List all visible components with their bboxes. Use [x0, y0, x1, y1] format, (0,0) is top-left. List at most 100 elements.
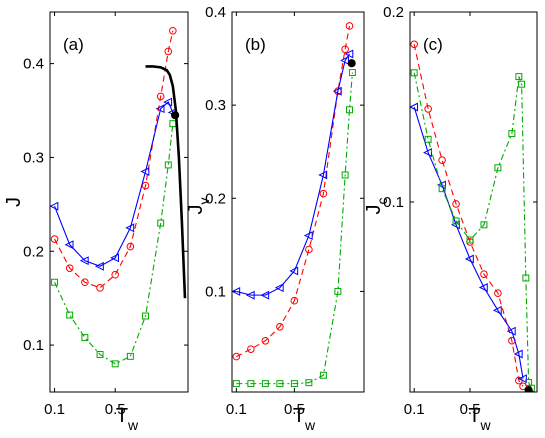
chart-1-series-3-point-2	[66, 311, 74, 319]
chart-2-series-1-point-6	[305, 245, 313, 254]
chart-1-y-tick-label-1: 0.1	[23, 337, 44, 354]
chart-3-series-3-point-10	[518, 80, 526, 88]
chart-3-series-2-point-6	[478, 283, 488, 292]
chart-3-series-2-point-8	[506, 326, 516, 336]
chart-2-series-2-point-3	[260, 290, 270, 300]
chart-3-plot-area	[410, 40, 535, 392]
chart-3-y-tick-label-1: 0.1	[383, 194, 404, 211]
chart-1-series-3-point-8	[157, 219, 165, 227]
chart-1-series-3-point-10	[169, 120, 177, 128]
chart-1-x-axis-label: Tw	[116, 405, 139, 433]
chart-2-series-3-point-8	[334, 287, 342, 295]
chart-3-series-3-point-8	[508, 130, 516, 138]
chart-2-series-3-point-5	[290, 380, 298, 388]
chart-3-series-3-point-2	[424, 135, 432, 143]
chart-3-series-2-point-2	[423, 148, 432, 158]
chart-1-y-tick-label-3: 0.3	[23, 149, 44, 166]
chart-2-series-2-point-4	[274, 283, 284, 293]
chart-2-series-3-point-10	[346, 106, 353, 114]
chart-1-series-1-point-4	[96, 284, 104, 292]
chart-3-series-2-point-10	[517, 374, 527, 384]
chart-3-series-2-point-7	[492, 305, 502, 315]
chart-1-series-1-point-1	[50, 235, 59, 243]
chart-3-x-tick-label-2: 0.5	[460, 401, 481, 418]
chart-2-series-3-point-4	[276, 380, 284, 388]
chart-2-x-tick-label-1: 0.1	[226, 401, 247, 418]
chart-2-highlight-point-1	[347, 59, 356, 68]
chart-3-axes-frame	[409, 11, 538, 393]
chart-2-series-1-point-9	[341, 45, 349, 54]
chart-2-series-1-point-10	[345, 22, 354, 30]
chart-1-series-1-point-10	[169, 26, 177, 35]
chart-1-x-tick-label-1: 0.1	[44, 401, 65, 418]
chart-3-series-2-point-9	[513, 349, 523, 359]
chart-2-plot-area	[232, 22, 356, 388]
chart-3-series-1-point-6	[480, 270, 488, 279]
chart-2-series-2-point-6	[303, 231, 313, 240]
chart-3-series-3-point-6	[480, 221, 488, 229]
chart-2-y-tick-label-3: 0.3	[205, 97, 226, 114]
chart-3-series-1-line	[413, 44, 524, 387]
chart-1-panel-label: (a)	[63, 35, 84, 54]
chart-3-series-2-line	[413, 106, 524, 379]
chart-1: 0.1 0.5 0.1 0.2 0.3 0.4 (a) Tw J	[3, 11, 189, 433]
chart-2-y-tick-label-1: 0.1	[205, 283, 226, 300]
chart-1-series-1-point-5	[111, 270, 120, 279]
chart-2-x-tick-label-2: 0.5	[284, 401, 305, 418]
chart-1-y-axis-label: J	[3, 197, 25, 207]
chart-3-series-1-point-1	[410, 40, 418, 49]
chart-2-series-1-point-4	[276, 323, 284, 331]
chart-2-series-2-point-9	[340, 55, 349, 65]
chart-1-highlight-point-1	[171, 111, 180, 120]
chart-3-series-1-point-3	[438, 156, 446, 164]
chart-1-y-tick-label-4: 0.4	[23, 56, 44, 73]
chart-3-series-2-point-5	[464, 254, 474, 264]
chart-2-series-1-point-7	[319, 189, 328, 198]
chart-3-x-tick-label-1: 0.1	[404, 401, 425, 418]
chart-2-series-2-point-8	[332, 86, 342, 96]
chart-1-x-tick-label-2: 0.5	[105, 401, 126, 418]
chart-3-series-1-point-2	[424, 105, 432, 113]
chart-2-series-2-point-7	[318, 170, 328, 180]
chart-1-series-2-point-3	[79, 256, 89, 266]
chart-3-series-3-point-1	[410, 69, 418, 77]
chart-1-series-2-point-9	[163, 97, 173, 107]
chart-3-series-1-point-10	[519, 382, 527, 391]
chart-2-series-3-point-3	[261, 380, 269, 388]
chart-1-series-3-point-9	[164, 161, 172, 169]
chart-1-series-1-point-6	[126, 242, 135, 251]
chart-3-series-1-point-7	[494, 289, 502, 298]
chart-1-series-1-point-3	[81, 278, 89, 287]
chart-3-series-3-point-5	[466, 236, 474, 244]
chart-2-panel-label: (b)	[245, 35, 266, 54]
chart-3-y-axis-label: Jc	[363, 198, 390, 215]
chart-1-y-tick-label-2: 0.2	[23, 243, 44, 260]
chart-3-series-2-point-1	[410, 102, 418, 112]
chart-3-series-3-line	[413, 72, 532, 389]
chart-3-highlight-point-1	[524, 386, 533, 392]
chart-1-series-1-line	[54, 30, 174, 289]
chart-1-series-2-point-6	[125, 223, 135, 233]
chart-3-series-3-point-11	[522, 274, 530, 282]
chart-1-series-3-point-1	[51, 278, 59, 286]
chart-1-series-3-point-6	[126, 352, 134, 360]
chart-2-y-tick-label-4: 0.4	[205, 4, 226, 21]
chart-1-axes-frame	[49, 11, 189, 393]
chart-3-panel-label: (c)	[423, 35, 443, 54]
chart-1-series-2-point-1	[50, 201, 59, 211]
chart-2-series-3-point-9	[341, 171, 349, 179]
chart-2-series-1-line	[236, 25, 351, 358]
chart-2-series-2-point-10	[344, 49, 354, 59]
chart-1-series-3-point-3	[81, 334, 89, 342]
chart-2-series-3-point-7	[319, 371, 327, 379]
chart-1-series-2-point-2	[64, 240, 74, 250]
chart-3-series-3-point-7	[494, 164, 502, 172]
chart-1-series-2-point-5	[110, 253, 120, 263]
chart-2-series-2-point-1	[232, 286, 241, 296]
chart-1-series-2-point-8	[155, 104, 165, 114]
chart-1-series-3-point-5	[111, 360, 119, 368]
chart-3-series-3-point-9	[515, 73, 523, 81]
chart-3-series-1-point-4	[452, 200, 460, 208]
chart-3-y-tick-label-2: 0.2	[383, 4, 404, 21]
